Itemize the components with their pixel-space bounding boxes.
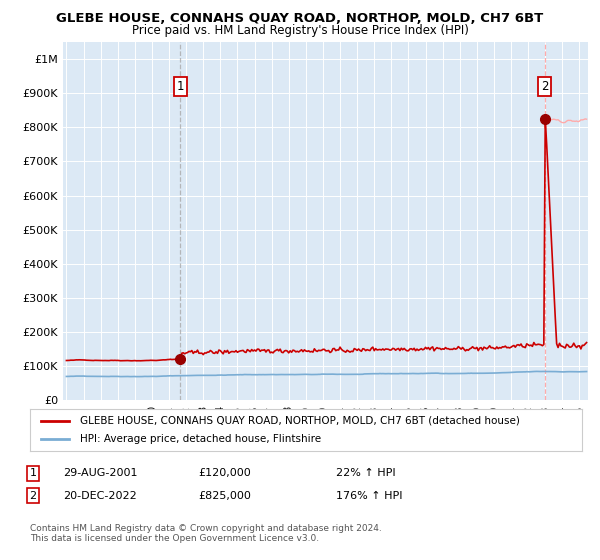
Text: GLEBE HOUSE, CONNAHS QUAY ROAD, NORTHOP, MOLD, CH7 6BT: GLEBE HOUSE, CONNAHS QUAY ROAD, NORTHOP,… [56, 12, 544, 25]
Text: 1: 1 [29, 468, 37, 478]
Text: HPI: Average price, detached house, Flintshire: HPI: Average price, detached house, Flin… [80, 434, 321, 444]
Text: 29-AUG-2001: 29-AUG-2001 [63, 468, 137, 478]
Text: GLEBE HOUSE, CONNAHS QUAY ROAD, NORTHOP, MOLD, CH7 6BT (detached house): GLEBE HOUSE, CONNAHS QUAY ROAD, NORTHOP,… [80, 416, 520, 426]
Text: Contains HM Land Registry data © Crown copyright and database right 2024.
This d: Contains HM Land Registry data © Crown c… [30, 524, 382, 543]
Text: £120,000: £120,000 [198, 468, 251, 478]
Text: 1: 1 [176, 80, 184, 94]
Text: 2: 2 [29, 491, 37, 501]
Text: Price paid vs. HM Land Registry's House Price Index (HPI): Price paid vs. HM Land Registry's House … [131, 24, 469, 37]
Text: 22% ↑ HPI: 22% ↑ HPI [336, 468, 395, 478]
Text: £825,000: £825,000 [198, 491, 251, 501]
Text: 2: 2 [541, 80, 548, 94]
Text: 176% ↑ HPI: 176% ↑ HPI [336, 491, 403, 501]
Text: 20-DEC-2022: 20-DEC-2022 [63, 491, 137, 501]
